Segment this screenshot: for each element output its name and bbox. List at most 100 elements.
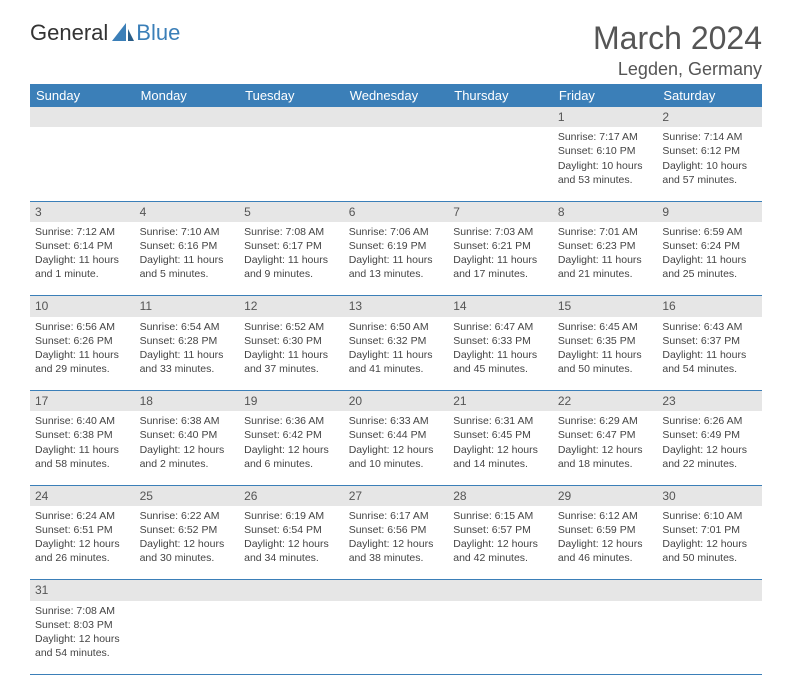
daylight-text: Daylight: 11 hours <box>453 253 548 267</box>
daylight-text: and 45 minutes. <box>453 362 548 376</box>
sunrise-text: Sunrise: 7:03 AM <box>453 225 548 239</box>
sunrise-text: Sunrise: 6:36 AM <box>244 414 339 428</box>
sunrise-text: Sunrise: 7:17 AM <box>558 130 653 144</box>
sunset-text: Sunset: 6:44 PM <box>349 428 444 442</box>
day-cell: Sunrise: 7:01 AMSunset: 6:23 PMDaylight:… <box>553 222 658 296</box>
daylight-text: Daylight: 12 hours <box>662 443 757 457</box>
daylight-text: Daylight: 11 hours <box>140 348 235 362</box>
daylight-text: Daylight: 12 hours <box>35 537 130 551</box>
logo: General Blue <box>30 20 180 46</box>
sunset-text: Sunset: 6:42 PM <box>244 428 339 442</box>
sunset-text: Sunset: 6:24 PM <box>662 239 757 253</box>
sunrise-text: Sunrise: 7:14 AM <box>662 130 757 144</box>
sunset-text: Sunset: 8:03 PM <box>35 618 130 632</box>
daylight-text: Daylight: 11 hours <box>349 348 444 362</box>
sunset-text: Sunset: 7:01 PM <box>662 523 757 537</box>
sunrise-text: Sunrise: 6:43 AM <box>662 320 757 334</box>
daylight-text: Daylight: 11 hours <box>349 253 444 267</box>
day-number: 31 <box>30 580 135 601</box>
daylight-text: Daylight: 12 hours <box>140 443 235 457</box>
daylight-text: Daylight: 11 hours <box>35 348 130 362</box>
daylight-text: and 38 minutes. <box>349 551 444 565</box>
sunset-text: Sunset: 6:12 PM <box>662 144 757 158</box>
day-number: 26 <box>239 485 344 506</box>
day-number: 9 <box>657 201 762 222</box>
day-cell: Sunrise: 6:24 AMSunset: 6:51 PMDaylight:… <box>30 506 135 580</box>
day-cell: Sunrise: 7:12 AMSunset: 6:14 PMDaylight:… <box>30 222 135 296</box>
sunset-text: Sunset: 6:35 PM <box>558 334 653 348</box>
sunrise-text: Sunrise: 7:08 AM <box>35 604 130 618</box>
day-number: 19 <box>239 391 344 412</box>
location: Legden, Germany <box>593 59 762 80</box>
daylight-text: and 34 minutes. <box>244 551 339 565</box>
daylight-text: Daylight: 12 hours <box>140 537 235 551</box>
sunrise-text: Sunrise: 6:54 AM <box>140 320 235 334</box>
day-cell: Sunrise: 7:14 AMSunset: 6:12 PMDaylight:… <box>657 127 762 201</box>
sunset-text: Sunset: 6:17 PM <box>244 239 339 253</box>
sunrise-text: Sunrise: 7:12 AM <box>35 225 130 239</box>
day-cell: Sunrise: 6:54 AMSunset: 6:28 PMDaylight:… <box>135 317 240 391</box>
day-cell: Sunrise: 6:50 AMSunset: 6:32 PMDaylight:… <box>344 317 449 391</box>
daylight-text: and 50 minutes. <box>558 362 653 376</box>
day-cell: Sunrise: 6:38 AMSunset: 6:40 PMDaylight:… <box>135 411 240 485</box>
daylight-text: and 26 minutes. <box>35 551 130 565</box>
sunrise-text: Sunrise: 6:29 AM <box>558 414 653 428</box>
day-cell: Sunrise: 6:56 AMSunset: 6:26 PMDaylight:… <box>30 317 135 391</box>
daylight-text: Daylight: 11 hours <box>453 348 548 362</box>
daylight-text: Daylight: 11 hours <box>558 348 653 362</box>
day-cell: Sunrise: 6:10 AMSunset: 7:01 PMDaylight:… <box>657 506 762 580</box>
empty-cell <box>30 127 135 201</box>
day-header: Saturday <box>657 84 762 107</box>
daylight-text: Daylight: 12 hours <box>453 537 548 551</box>
sunrise-text: Sunrise: 7:01 AM <box>558 225 653 239</box>
day-cell: Sunrise: 7:17 AMSunset: 6:10 PMDaylight:… <box>553 127 658 201</box>
sunrise-text: Sunrise: 7:06 AM <box>349 225 444 239</box>
day-number: 6 <box>344 201 449 222</box>
sunset-text: Sunset: 6:59 PM <box>558 523 653 537</box>
day-header: Thursday <box>448 84 553 107</box>
day-number: 4 <box>135 201 240 222</box>
daylight-text: and 29 minutes. <box>35 362 130 376</box>
day-number: 29 <box>553 485 658 506</box>
daylight-text: and 57 minutes. <box>662 173 757 187</box>
daylight-text: Daylight: 10 hours <box>662 159 757 173</box>
daylight-text: and 1 minute. <box>35 267 130 281</box>
day-number: 28 <box>448 485 553 506</box>
daylight-text: and 22 minutes. <box>662 457 757 471</box>
sunset-text: Sunset: 6:21 PM <box>453 239 548 253</box>
empty-cell <box>135 127 240 201</box>
sunrise-text: Sunrise: 6:26 AM <box>662 414 757 428</box>
empty-cell <box>135 107 240 127</box>
day-number: 12 <box>239 296 344 317</box>
day-cell: Sunrise: 6:43 AMSunset: 6:37 PMDaylight:… <box>657 317 762 391</box>
empty-cell <box>239 580 344 601</box>
sunset-text: Sunset: 6:57 PM <box>453 523 548 537</box>
daylight-text: and 54 minutes. <box>35 646 130 660</box>
day-cell: Sunrise: 7:10 AMSunset: 6:16 PMDaylight:… <box>135 222 240 296</box>
daylight-text: Daylight: 11 hours <box>35 253 130 267</box>
sunset-text: Sunset: 6:28 PM <box>140 334 235 348</box>
day-cell: Sunrise: 6:59 AMSunset: 6:24 PMDaylight:… <box>657 222 762 296</box>
day-number: 2 <box>657 107 762 127</box>
day-number: 25 <box>135 485 240 506</box>
sunset-text: Sunset: 6:54 PM <box>244 523 339 537</box>
daylight-text: and 5 minutes. <box>140 267 235 281</box>
sunset-text: Sunset: 6:45 PM <box>453 428 548 442</box>
daylight-text: Daylight: 12 hours <box>244 537 339 551</box>
day-cell: Sunrise: 6:52 AMSunset: 6:30 PMDaylight:… <box>239 317 344 391</box>
day-cell: Sunrise: 6:40 AMSunset: 6:38 PMDaylight:… <box>30 411 135 485</box>
sunrise-text: Sunrise: 6:24 AM <box>35 509 130 523</box>
day-header: Sunday <box>30 84 135 107</box>
day-number: 7 <box>448 201 553 222</box>
day-cell: Sunrise: 6:31 AMSunset: 6:45 PMDaylight:… <box>448 411 553 485</box>
daylight-text: and 33 minutes. <box>140 362 235 376</box>
day-cell: Sunrise: 6:19 AMSunset: 6:54 PMDaylight:… <box>239 506 344 580</box>
day-number: 10 <box>30 296 135 317</box>
sunrise-text: Sunrise: 6:59 AM <box>662 225 757 239</box>
daylight-text: and 21 minutes. <box>558 267 653 281</box>
day-number: 1 <box>553 107 658 127</box>
empty-cell <box>135 580 240 601</box>
sunrise-text: Sunrise: 6:10 AM <box>662 509 757 523</box>
daylight-text: and 18 minutes. <box>558 457 653 471</box>
daylight-text: Daylight: 11 hours <box>662 253 757 267</box>
